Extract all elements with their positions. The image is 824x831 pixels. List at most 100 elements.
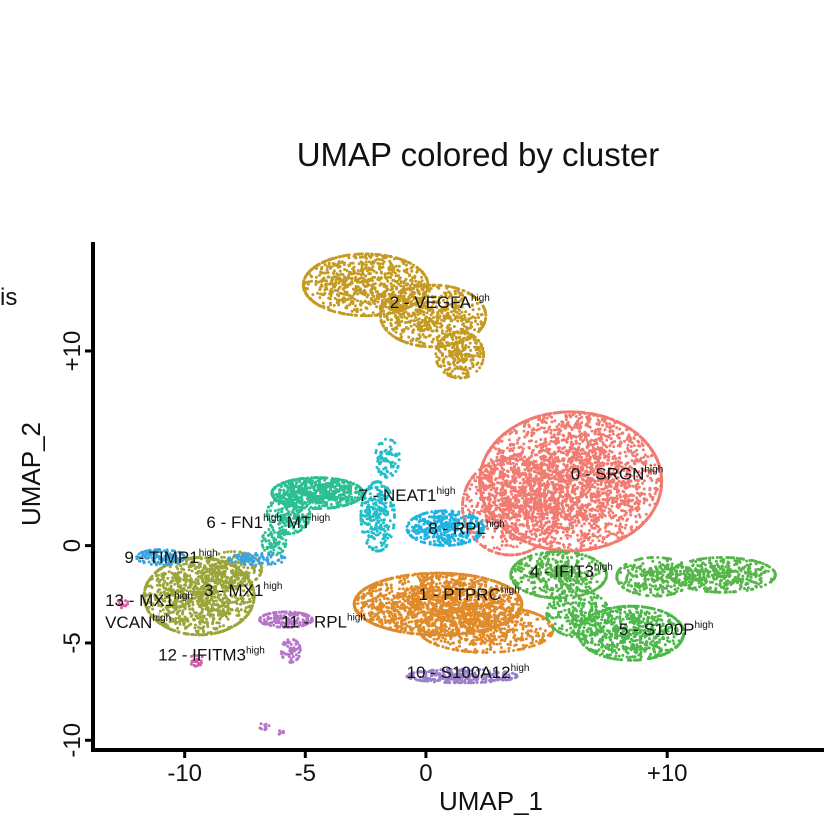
point bbox=[404, 622, 408, 626]
point bbox=[548, 502, 552, 506]
point bbox=[495, 467, 499, 471]
point bbox=[581, 439, 585, 443]
point bbox=[616, 476, 620, 480]
point bbox=[625, 472, 629, 476]
point bbox=[468, 499, 472, 503]
point bbox=[552, 440, 556, 444]
point bbox=[519, 445, 523, 449]
point bbox=[548, 469, 552, 472]
point bbox=[649, 476, 653, 480]
point bbox=[429, 571, 433, 575]
point bbox=[479, 489, 482, 493]
point bbox=[512, 536, 516, 540]
point bbox=[588, 536, 592, 539]
point bbox=[523, 468, 527, 472]
point bbox=[578, 442, 582, 446]
point bbox=[553, 435, 557, 439]
point bbox=[576, 549, 580, 553]
point bbox=[549, 497, 553, 501]
point bbox=[487, 462, 491, 466]
point bbox=[657, 497, 661, 500]
point bbox=[588, 529, 591, 532]
point bbox=[492, 445, 496, 449]
point bbox=[587, 489, 591, 493]
point bbox=[523, 502, 527, 506]
point bbox=[503, 537, 507, 541]
point bbox=[474, 485, 478, 489]
point bbox=[615, 434, 619, 438]
point bbox=[646, 515, 650, 519]
point bbox=[496, 551, 500, 555]
point bbox=[635, 448, 639, 452]
point bbox=[585, 438, 589, 442]
point bbox=[523, 540, 527, 543]
point bbox=[557, 480, 561, 483]
point bbox=[517, 468, 521, 472]
point bbox=[519, 421, 523, 425]
point bbox=[532, 459, 536, 463]
point bbox=[608, 422, 612, 426]
point bbox=[611, 457, 615, 461]
point bbox=[618, 452, 622, 455]
point bbox=[505, 531, 508, 535]
point bbox=[629, 474, 633, 478]
point bbox=[566, 420, 570, 424]
point bbox=[491, 486, 495, 490]
point bbox=[521, 450, 524, 453]
point bbox=[561, 410, 565, 414]
point bbox=[578, 452, 582, 456]
point bbox=[461, 506, 464, 510]
point bbox=[603, 428, 607, 432]
point bbox=[553, 419, 557, 423]
point bbox=[509, 447, 513, 451]
point bbox=[546, 535, 550, 539]
point bbox=[519, 488, 523, 492]
point bbox=[626, 425, 630, 429]
point bbox=[589, 494, 593, 498]
point bbox=[569, 471, 573, 475]
point bbox=[533, 453, 537, 457]
point bbox=[398, 600, 402, 604]
point bbox=[658, 494, 662, 498]
point bbox=[533, 482, 537, 486]
point bbox=[489, 458, 493, 462]
point bbox=[566, 546, 570, 550]
point bbox=[588, 458, 592, 462]
point bbox=[516, 438, 520, 442]
point bbox=[628, 484, 632, 488]
point bbox=[644, 459, 648, 463]
point bbox=[605, 445, 609, 449]
point bbox=[493, 478, 497, 482]
point bbox=[527, 516, 531, 520]
point bbox=[501, 503, 505, 507]
point bbox=[585, 454, 589, 458]
point bbox=[493, 441, 497, 445]
point bbox=[568, 446, 572, 449]
point bbox=[540, 457, 544, 461]
point bbox=[659, 489, 663, 493]
point bbox=[540, 478, 544, 482]
point bbox=[569, 443, 573, 446]
point bbox=[590, 509, 594, 512]
point bbox=[518, 505, 522, 509]
point bbox=[592, 513, 595, 517]
point bbox=[468, 487, 472, 491]
point bbox=[615, 504, 619, 508]
point bbox=[499, 493, 503, 497]
point bbox=[545, 521, 548, 525]
point bbox=[506, 457, 510, 460]
point bbox=[598, 512, 602, 516]
point bbox=[578, 509, 582, 513]
point bbox=[461, 509, 465, 513]
point bbox=[506, 515, 510, 519]
point bbox=[585, 536, 589, 540]
point bbox=[569, 534, 573, 538]
point bbox=[633, 454, 637, 458]
point bbox=[591, 454, 595, 458]
point bbox=[531, 524, 535, 528]
point bbox=[543, 504, 547, 508]
point bbox=[481, 484, 485, 488]
point bbox=[562, 462, 566, 466]
point bbox=[565, 536, 569, 540]
point bbox=[482, 499, 486, 503]
